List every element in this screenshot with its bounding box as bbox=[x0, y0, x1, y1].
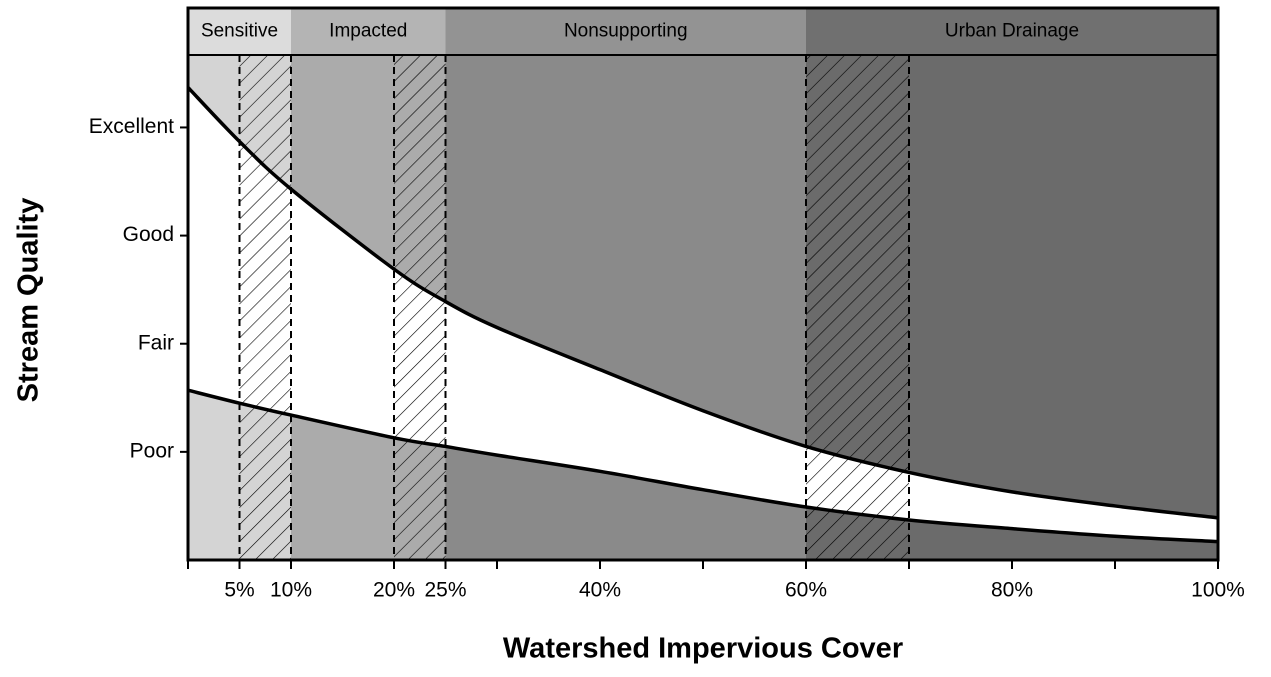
y-tick-label: Fair bbox=[138, 331, 174, 354]
x-tick-label: 80% bbox=[991, 579, 1033, 602]
y-tick-label: Poor bbox=[130, 439, 174, 462]
zone-header bbox=[291, 8, 446, 55]
transition-hatch bbox=[239, 55, 291, 560]
zone-label: Nonsupporting bbox=[564, 21, 688, 42]
y-tick-label: Good bbox=[123, 223, 174, 246]
x-tick-label: 25% bbox=[424, 579, 466, 602]
y-tick-label: Excellent bbox=[89, 115, 174, 138]
zone-label: Urban Drainage bbox=[945, 21, 1079, 42]
curve bbox=[187, 388, 1219, 544]
zone-label: Impacted bbox=[329, 21, 407, 42]
x-tick-label: 10% bbox=[270, 579, 312, 602]
zone-header bbox=[445, 8, 806, 55]
curve bbox=[186, 86, 1219, 520]
x-tick-label: 20% bbox=[373, 579, 415, 602]
transition-hatch bbox=[806, 55, 909, 560]
zone-label: Sensitive bbox=[201, 21, 278, 42]
x-tick-label: 100% bbox=[1191, 579, 1245, 602]
x-tick-label: 40% bbox=[579, 579, 621, 602]
y-axis-label: Stream Quality bbox=[13, 198, 45, 403]
x-axis-label: Watershed Impervious Cover bbox=[503, 633, 903, 665]
zone-header bbox=[806, 8, 1218, 55]
x-tick-label: 60% bbox=[785, 579, 827, 602]
x-tick-label: 5% bbox=[224, 579, 254, 602]
zone-header bbox=[188, 8, 291, 55]
transition-hatch bbox=[394, 55, 446, 560]
